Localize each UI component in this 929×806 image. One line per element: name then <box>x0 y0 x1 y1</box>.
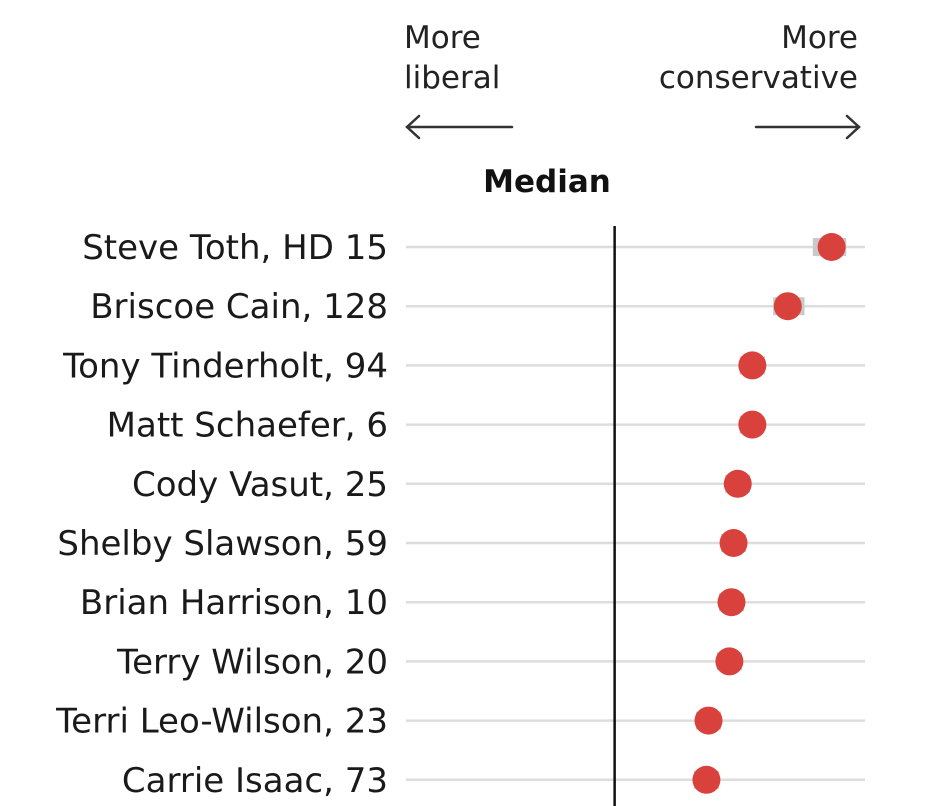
median-label: Median <box>483 164 611 200</box>
row-label: Terri Leo-Wilson, 23 <box>55 702 388 742</box>
score-point <box>738 351 767 380</box>
more-liberal-line2: liberal <box>404 60 501 96</box>
score-point <box>723 469 752 498</box>
row-label: Briscoe Cain, 128 <box>90 287 388 327</box>
row: Brian Harrison, 10 <box>80 583 865 623</box>
more-liberal-line1: More <box>404 20 481 56</box>
score-point <box>717 588 746 617</box>
more-conservative-line1: More <box>781 20 858 56</box>
row: Carrie Isaac, 73 <box>122 761 865 801</box>
score-point <box>817 233 846 261</box>
row-label: Shelby Slawson, 59 <box>57 524 388 564</box>
score-point <box>738 410 767 439</box>
row-label: Cody Vasut, 25 <box>132 465 388 505</box>
row-label: Steve Toth, HD 15 <box>82 228 388 268</box>
more-conservative-line2: conservative <box>658 60 858 96</box>
row-label: Matt Schaefer, 6 <box>107 406 388 446</box>
score-point <box>692 765 721 794</box>
row: Steve Toth, HD 15 <box>82 228 865 268</box>
row-label: Carrie Isaac, 73 <box>122 761 388 801</box>
row: Briscoe Cain, 128 <box>90 287 865 327</box>
row: Terri Leo-Wilson, 23 <box>55 702 865 742</box>
rows-layer: Steve Toth, HD 15 Briscoe Cain, 128 Tony T… <box>55 228 865 801</box>
more-liberal-label: More liberal <box>404 18 500 98</box>
row-label: Terry Wilson, 20 <box>116 642 388 682</box>
row: Matt Schaefer, 6 <box>107 406 865 446</box>
row: Terry Wilson, 20 <box>116 642 865 682</box>
row-label: Tony Tinderholt, 94 <box>62 346 388 386</box>
right-arrow-icon <box>754 114 861 140</box>
score-point <box>715 647 744 676</box>
left-arrow-icon <box>405 114 514 140</box>
score-point <box>773 292 802 321</box>
score-point <box>719 529 748 557</box>
row: Tony Tinderholt, 94 <box>62 346 865 386</box>
row-label: Brian Harrison, 10 <box>80 583 388 623</box>
score-point <box>694 706 723 735</box>
more-conservative-label: More conservative <box>659 18 858 98</box>
row: Shelby Slawson, 59 <box>57 524 865 564</box>
row: Cody Vasut, 25 <box>132 465 865 505</box>
